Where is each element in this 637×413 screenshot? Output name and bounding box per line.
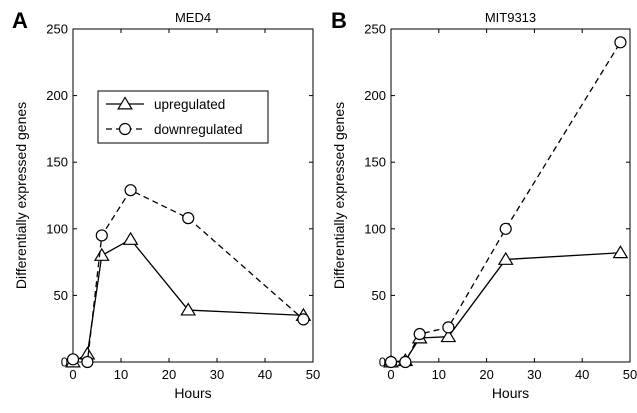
- x-tick-label: 10: [432, 367, 446, 382]
- panel-letter: B: [331, 8, 347, 33]
- series-line-downregulated: [391, 41, 621, 363]
- legend-label: downregulated: [154, 122, 243, 137]
- y-tick-label: 200: [46, 88, 68, 103]
- x-tick-label: 40: [258, 367, 272, 382]
- x-axis-label: Hours: [174, 385, 211, 401]
- y-tick-label: 100: [46, 221, 68, 236]
- y-tick-label: 250: [364, 22, 386, 37]
- legend-marker: [118, 122, 132, 136]
- data-point-downregulated: [182, 212, 195, 225]
- x-tick-label: 0: [387, 367, 394, 382]
- y-tick-label: 0: [61, 355, 68, 370]
- x-tick-label: 50: [306, 367, 320, 382]
- data-point-upregulated: [180, 302, 197, 316]
- series-upregulated: [65, 231, 312, 368]
- data-point-downregulated: [413, 327, 426, 341]
- x-tick-label: 20: [479, 367, 493, 382]
- y-tick-label: 0: [379, 355, 386, 370]
- data-point-downregulated: [399, 355, 412, 369]
- data-point-upregulated: [122, 231, 139, 245]
- y-tick-label: 50: [372, 288, 386, 303]
- series-line-upregulated: [390, 252, 621, 363]
- data-point-upregulated: [612, 245, 629, 259]
- x-tick-label: 50: [623, 367, 637, 382]
- legend-entry-downregulated: downregulated: [106, 122, 243, 137]
- y-axis-label: Differentially expressed genes: [331, 102, 347, 289]
- x-tick-label: 10: [114, 367, 128, 382]
- data-point-downregulated: [124, 184, 137, 197]
- chart-title: MIT9313: [485, 10, 536, 25]
- data-point-downregulated: [499, 222, 512, 235]
- y-axis-label: Differentially expressed genes: [13, 102, 29, 289]
- data-point-downregulated: [297, 313, 310, 326]
- data-point-upregulated: [440, 329, 457, 343]
- plot-frame: [72, 28, 314, 363]
- x-tick-label: 40: [575, 367, 589, 382]
- x-tick-label: 20: [162, 367, 176, 382]
- legend-entry-upregulated: upregulated: [106, 96, 225, 112]
- chart-title: MED4: [175, 10, 211, 25]
- data-point-downregulated: [614, 36, 627, 49]
- data-point-downregulated: [95, 229, 108, 242]
- y-tick-label: 150: [46, 155, 68, 170]
- data-point-downregulated: [442, 321, 455, 334]
- y-tick-label: 250: [46, 22, 68, 37]
- x-tick-label: 30: [527, 367, 541, 382]
- legend-marker: [117, 96, 133, 110]
- y-tick-label: 50: [54, 288, 68, 303]
- series-downregulated: [66, 184, 310, 369]
- series-downregulated: [384, 36, 627, 369]
- plot-frame: [390, 28, 631, 363]
- y-tick-label: 200: [364, 88, 386, 103]
- legend: upregulated downregulated: [97, 90, 269, 144]
- chart-panel-a: 0 10 20 30 40 50 0 50 100 150 200 250 MED4 A Hours Diff…: [12, 8, 320, 401]
- x-tick-label: 30: [210, 367, 224, 382]
- data-point-upregulated: [497, 251, 514, 265]
- data-point-downregulated: [81, 355, 94, 369]
- y-tick-label: 150: [364, 155, 386, 170]
- data-point-upregulated: [93, 247, 110, 261]
- data-point-downregulated: [66, 353, 80, 366]
- panel-letter: A: [12, 8, 28, 33]
- series-upregulated: [383, 245, 629, 368]
- chart-panel-b: 0 10 20 30 40 50 0 50 100 150 200 250 MIT9313 B Hours D…: [331, 8, 637, 401]
- legend-label: upregulated: [154, 97, 225, 112]
- y-tick-label: 100: [364, 221, 386, 236]
- x-tick-label: 0: [69, 367, 76, 382]
- data-point-downregulated: [384, 355, 398, 369]
- x-axis-label: Hours: [492, 385, 529, 401]
